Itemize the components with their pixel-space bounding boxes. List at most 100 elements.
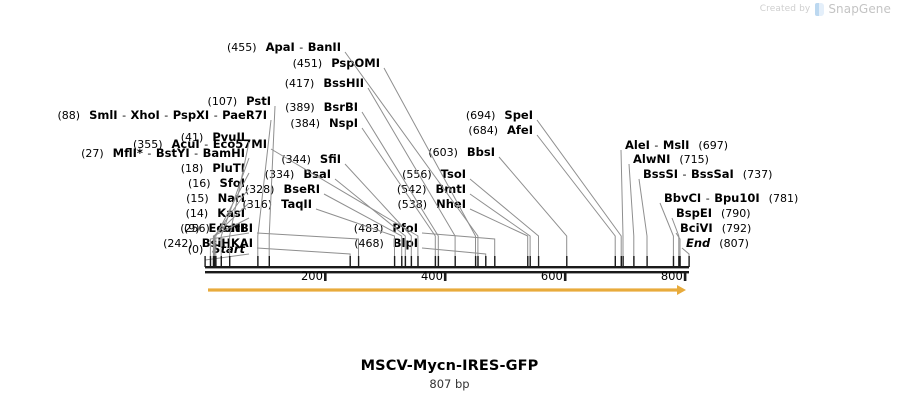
enzyme-label-bbsi[interactable]: (603) BbsI (428, 146, 495, 159)
enzyme-label-bsihkai[interactable]: (242) BsiHKAI (163, 237, 253, 250)
enzyme-label-nari[interactable]: (15) NarI (186, 192, 245, 205)
site-tick (257, 256, 259, 267)
label-separator: - (679, 168, 690, 181)
enzyme-label-pfoi[interactable]: (483) PfoI (354, 222, 418, 235)
enzyme-label-bmti[interactable]: (542) BmtI (397, 183, 466, 196)
enzyme-name: BseRI (283, 182, 320, 196)
site-tick (633, 256, 635, 267)
site-tick (620, 256, 622, 267)
backbone-line-top (205, 266, 689, 269)
site-tick (349, 256, 351, 267)
leader-line (469, 208, 529, 266)
enzyme-label-bsshii[interactable]: (417) BssHII (285, 77, 364, 90)
enzyme-position: (328) (244, 183, 275, 196)
enzyme-label-bcivi[interactable]: BciVI (792) (680, 222, 751, 235)
enzyme-name: BsaI (303, 167, 331, 181)
leader-line (498, 156, 568, 266)
leader-line (675, 232, 681, 266)
enzyme-position: (694) (465, 109, 496, 122)
enzyme-label-bsai[interactable]: (334) BsaI (265, 168, 331, 181)
site-tick (527, 256, 529, 267)
enzyme-name: BmtI (435, 182, 466, 196)
enzyme-label-tsoi[interactable]: (556) TsoI (402, 168, 466, 181)
enzyme-label-spei[interactable]: (694) SpeI (466, 109, 533, 122)
leader-line (638, 178, 648, 266)
site-tick (622, 256, 624, 267)
enzyme-name: NspI (329, 116, 358, 130)
enzyme-label-bsrbi[interactable]: (389) BsrBI (285, 101, 358, 114)
enzyme-label-pspomi[interactable]: (451) PspOMI (293, 57, 380, 70)
enzyme-position: (41) (180, 131, 204, 144)
sequence-length-label: 807 bp (429, 377, 470, 391)
enzyme-name: SfiI (319, 152, 341, 166)
enzyme-name: PspXI (172, 108, 210, 122)
enzyme-name: PaeR7I (222, 108, 267, 122)
enzyme-name: AfeI (507, 123, 533, 137)
enzyme-name: BsrBI (323, 100, 358, 114)
enzyme-position: (316) (242, 198, 273, 211)
enzyme-name: Eco57MI (212, 137, 267, 151)
leader-line (256, 247, 351, 266)
enzyme-name: SfoI (219, 176, 245, 190)
enzyme-position: (14) (185, 207, 209, 220)
enzyme-position: (256) (180, 222, 210, 235)
enzyme-label-bstbi[interactable]: (256) BstBI (180, 222, 253, 235)
site-tick (357, 256, 360, 267)
leader-lines (204, 51, 690, 266)
enzyme-label-end[interactable]: End (807) (686, 237, 749, 250)
enzyme-label-apai[interactable]: (455) ApaI - BanII (227, 41, 341, 54)
enzyme-label-psti[interactable]: (107) PstI (208, 95, 271, 108)
enzyme-label-taqii[interactable]: (316) TaqII (242, 198, 312, 211)
watermark-created-by-text: Created by (759, 4, 811, 14)
enzyme-position: (27) (81, 147, 104, 160)
enzyme-name: AlwNI (633, 152, 671, 166)
enzyme-label-nhei[interactable]: (538) NheI (398, 198, 466, 211)
leader-line (681, 247, 690, 266)
enzyme-position: (737) (742, 168, 773, 181)
enzyme-label-afei[interactable]: (684) AfeI (468, 124, 533, 137)
enzyme-name: TaqII (281, 197, 312, 211)
enzyme-name: PluTI (212, 161, 245, 175)
site-tick (454, 256, 456, 267)
enzyme-label-bsssi[interactable]: BssSI - BssSaI (737) (643, 168, 772, 181)
enzyme-label-blpi[interactable]: (468) BlpI (354, 237, 418, 250)
enzyme-label-sfii[interactable]: (344) SfiI (281, 153, 341, 166)
leader-line (421, 232, 496, 266)
enzyme-name: BanII (307, 40, 341, 54)
enzyme-position: (807) (719, 237, 749, 250)
watermark-brand-text: SnapGene (828, 2, 891, 16)
enzyme-label-kasi[interactable]: (14) KasI (186, 207, 245, 220)
enzyme-position: (790) (720, 207, 751, 220)
enzyme-label-bspei[interactable]: BspEI (790) (676, 207, 751, 220)
enzyme-position: (16) (187, 177, 211, 190)
backbone-line-bottom (205, 271, 689, 274)
ruler-tick-label-400: 400 (420, 269, 443, 283)
enzyme-label-sfoi[interactable]: (16) SfoI (188, 177, 245, 190)
leader-line (659, 202, 674, 266)
enzyme-name: BssSI (643, 167, 679, 181)
enzyme-name: End (686, 236, 711, 250)
enzyme-label-pluti[interactable]: (18) PluTI (181, 162, 245, 175)
enzyme-label-nspi[interactable]: (384) NspI (290, 117, 358, 130)
enzyme-position: (334) (264, 168, 295, 181)
enzyme-label-bbvci[interactable]: BbvCI - Bpu10I (781) (664, 192, 798, 205)
enzyme-label-pvuii[interactable]: (41) PvuII (181, 131, 245, 144)
site-tick (614, 256, 616, 267)
enzyme-label-alwni[interactable]: AlwNI (715) (633, 153, 709, 166)
leader-line (628, 163, 635, 266)
enzyme-label-acui[interactable]: (355) AcuI - Eco57MI (133, 138, 267, 151)
enzyme-position: (9) (183, 222, 200, 235)
ruler-major-tick (563, 273, 567, 281)
label-separator: - (200, 138, 212, 151)
label-separator: - (143, 147, 155, 160)
enzyme-position: (715) (679, 153, 709, 166)
ruler-major-tick (324, 273, 327, 281)
enzyme-label-bseri[interactable]: (328) BseRI (245, 183, 320, 196)
enzyme-label-smli[interactable]: (88) SmlI - XhoI - PspXI - PaeR7I (57, 109, 267, 122)
site-tick (229, 256, 231, 267)
leader-line (536, 134, 616, 266)
enzyme-label-alei[interactable]: AleI - MslI (697) (625, 139, 728, 152)
label-separator: - (160, 109, 172, 122)
ruler-major-ticks (324, 273, 687, 281)
label-separator: - (190, 147, 202, 160)
